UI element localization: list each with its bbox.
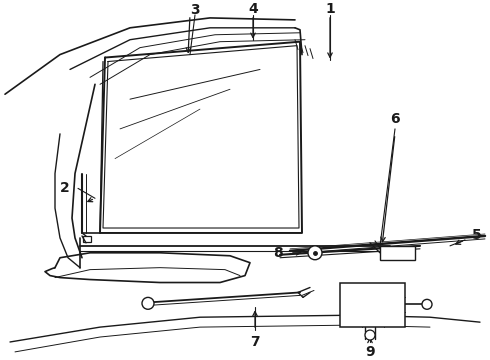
Text: 7: 7 — [250, 335, 260, 349]
Text: 9: 9 — [365, 345, 375, 359]
Text: 4: 4 — [248, 2, 258, 16]
Text: 1: 1 — [325, 2, 335, 16]
Bar — [83, 236, 91, 242]
Text: 2: 2 — [60, 181, 70, 195]
Bar — [340, 283, 405, 327]
Text: 3: 3 — [190, 3, 200, 17]
Text: 5: 5 — [472, 228, 482, 242]
Text: 8: 8 — [273, 246, 283, 260]
Text: 6: 6 — [390, 112, 400, 126]
Circle shape — [142, 297, 154, 309]
Bar — [380, 246, 415, 260]
Circle shape — [422, 300, 432, 309]
Circle shape — [308, 246, 322, 260]
Circle shape — [365, 330, 375, 340]
